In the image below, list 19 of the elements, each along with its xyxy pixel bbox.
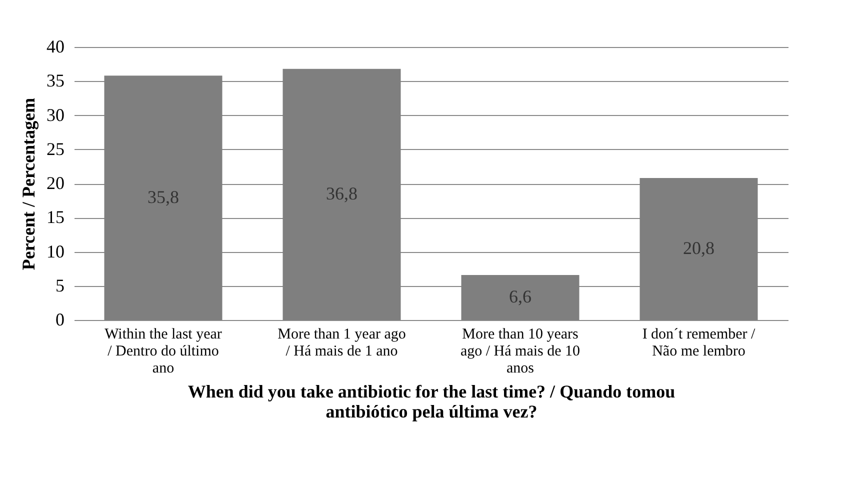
data-label: 6,6 [509,286,532,306]
y-axis-title: Percent / Percentagem [18,98,38,270]
y-tick-label: 0 [56,310,64,330]
y-tick-label: 35 [46,70,64,91]
y-tick-label: 10 [46,241,64,262]
data-label: 35,8 [148,186,179,207]
y-tick-label: 30 [46,104,64,125]
y-tick-label: 40 [46,36,64,56]
x-tick-label: Within the last year / Dentro do último ano [104,326,222,376]
x-tick-label: More than 10 years ago / Há mais de 10 anos [460,326,580,376]
x-tick-label: I don´t remember / Não me lembro [642,326,756,360]
y-tick-label: 20 [46,173,64,193]
x-axis-title: When did you take antibiotic for the last time? / Quando tomou antibiótico pela última vez? [188,382,676,422]
y-tick-label: 5 [56,275,64,296]
data-label: 20,8 [683,238,714,258]
y-tick-label: 15 [46,207,64,228]
data-label: 36,8 [326,183,358,204]
y-tick-label: 25 [46,138,64,159]
x-tick-label: More than 1 year ago / Há mais de 1 ano [278,326,406,360]
